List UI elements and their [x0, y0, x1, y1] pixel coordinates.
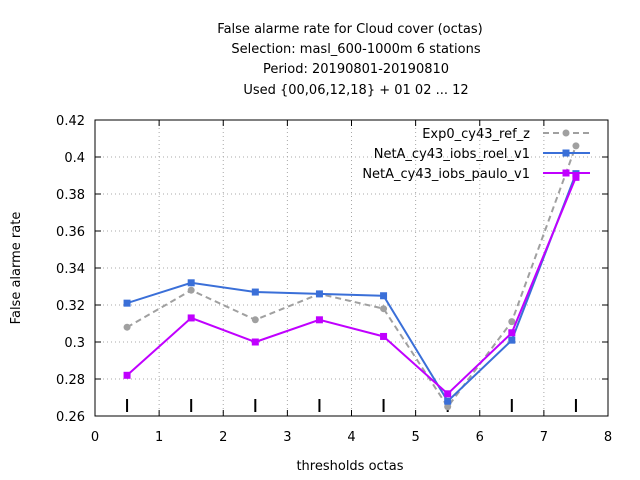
legend: Exp0_cy43_ref_z NetA_cy43_iobs_roel_v1 Net…: [362, 127, 590, 182]
title-line-1: False alarme rate for Cloud cover (octas…: [217, 22, 482, 37]
x-tick-label: 1: [155, 430, 163, 445]
data-point: [444, 403, 452, 411]
data-point: [444, 397, 452, 405]
y-tick-label: 0.26: [56, 410, 85, 425]
series-3: [123, 173, 580, 398]
data-point: [187, 279, 195, 287]
data-point: [251, 288, 259, 296]
title-line-3: Period: 20190801-20190810: [263, 62, 449, 77]
data-point: [508, 336, 516, 344]
series-line: [126, 176, 577, 396]
legend-marker: [562, 149, 570, 157]
data-point: [380, 292, 388, 300]
chart-title: False alarme rate for Cloud cover (octas…: [217, 22, 482, 98]
x-tick-label: 5: [411, 430, 419, 445]
grid: [95, 120, 608, 416]
legend-marker: [562, 169, 570, 177]
y-tick-label: 0.38: [56, 188, 85, 203]
data-point: [251, 338, 259, 346]
data-point: [187, 314, 195, 322]
x-tick-label: 2: [219, 430, 227, 445]
tick-labels: 0 1 2 3 4 5 6 7 8 0.26 0.28 0.3 0.32 0.34 0.36 0.38 0.4 0…: [56, 114, 612, 445]
legend-item: NetA_cy43_iobs_paulo_v1: [362, 167, 590, 182]
data-point: [572, 142, 580, 150]
axes: [94, 119, 609, 417]
y-tick-label: 0.42: [56, 114, 85, 129]
title-line-2: Selection: masl_600-1000m 6 stations: [231, 42, 480, 57]
y-tick-label: 0.34: [56, 262, 85, 277]
y-tick-label: 0.3: [64, 336, 85, 351]
legend-label: Exp0_cy43_ref_z: [422, 127, 530, 142]
y-tick-label: 0.36: [56, 225, 85, 240]
series-group: [123, 142, 580, 411]
series-line: [126, 173, 577, 403]
x-tick-label: 3: [283, 430, 291, 445]
x-tick-label: 6: [476, 430, 484, 445]
title-line-4: Used {00,06,12,18} + 01 02 ... 12: [243, 83, 468, 98]
data-point: [572, 173, 580, 181]
legend-item: NetA_cy43_iobs_roel_v1: [374, 147, 590, 162]
y-axis-label: False alarme rate: [9, 212, 24, 325]
data-point: [508, 318, 516, 326]
legend-label: NetA_cy43_iobs_roel_v1: [374, 147, 530, 162]
y-tick-label: 0.32: [56, 299, 85, 314]
y-tick-label: 0.28: [56, 373, 85, 388]
data-point: [315, 316, 323, 324]
y-tick-label: 0.4: [64, 151, 85, 166]
data-point: [251, 316, 259, 324]
legend-item: Exp0_cy43_ref_z: [422, 127, 590, 142]
data-point: [187, 286, 195, 294]
data-point: [123, 371, 131, 379]
data-point: [380, 332, 388, 340]
x-tick-label: 4: [347, 430, 355, 445]
series-line: [126, 145, 577, 409]
x-tick-label: 7: [540, 430, 548, 445]
data-point: [508, 329, 516, 337]
data-point: [123, 299, 131, 307]
x-tick-label: 8: [604, 430, 612, 445]
data-point: [123, 323, 131, 331]
data-point: [315, 290, 323, 298]
x-tick-label: 0: [91, 430, 99, 445]
x-axis-label: thresholds octas: [296, 459, 403, 474]
series-2: [123, 170, 580, 405]
data-point: [380, 305, 388, 313]
legend-marker: [562, 129, 570, 137]
legend-label: NetA_cy43_iobs_paulo_v1: [362, 167, 530, 182]
data-point: [444, 390, 452, 398]
